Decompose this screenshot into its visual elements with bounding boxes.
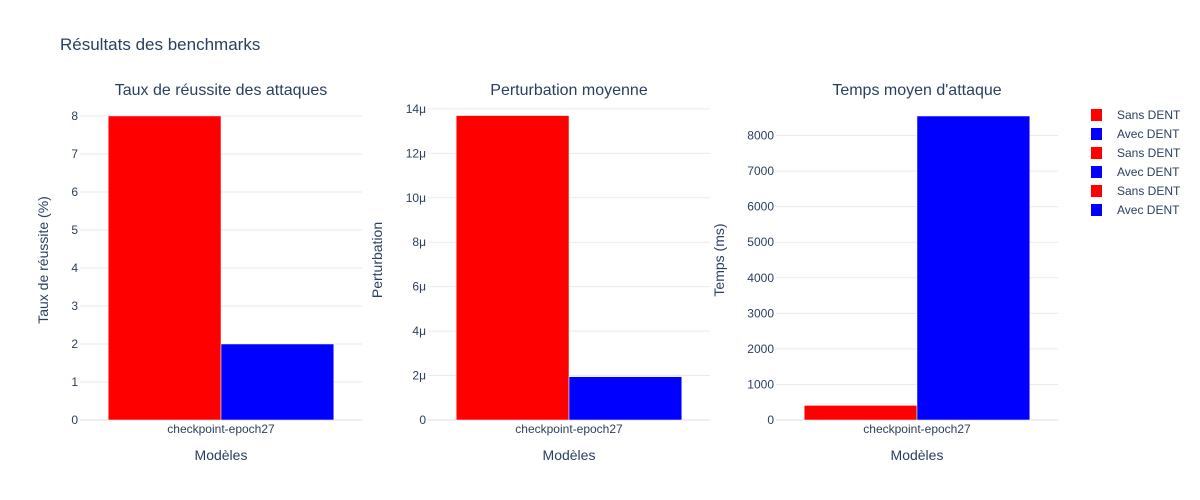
legend[interactable]: Sans DENT Avec DENT Sans DENT Avec DENT Sans… — [1091, 108, 1181, 217]
y-tick-label: 3000 — [747, 306, 774, 320]
y-tick-label: 7 — [71, 147, 78, 161]
y-axis-title: Temps (ms) — [711, 223, 727, 296]
y-tick-label: 12μ — [406, 146, 426, 160]
legend-label: Avec DENT — [1117, 127, 1180, 141]
y-tick-label: 1 — [71, 375, 78, 389]
y-axis-title: Perturbation — [369, 222, 385, 298]
x-tick-label: checkpoint-epoch27 — [515, 422, 623, 436]
figure-title: Résultats des benchmarks — [60, 35, 260, 54]
y-tick-label: 0 — [71, 413, 78, 427]
subplot-title: Taux de réussite des attaques — [115, 82, 328, 99]
y-tick-label: 14μ — [406, 102, 426, 116]
x-axis-title: Modèles — [543, 447, 596, 463]
legend-label: Avec DENT — [1117, 203, 1180, 217]
y-tick-label: 1000 — [747, 377, 774, 391]
y-tick-label: 4μ — [412, 324, 426, 338]
y-tick-label: 8μ — [412, 235, 426, 249]
y-axis-title: Taux de réussite (%) — [35, 196, 51, 324]
bar-avec-dent[interactable] — [220, 343, 335, 421]
chart-panel-2: Perturbation moyenne 0 2μ 4μ 6μ 8μ 10μ 12μ 14μ ch… — [369, 82, 710, 463]
y-tick-label: 0 — [419, 413, 426, 427]
bar-sans-dent[interactable] — [455, 115, 570, 421]
chart-panel-1: Taux de réussite des attaques 0 1 2 3 4 5 6 7 8 ch… — [35, 82, 362, 463]
legend-label: Sans DENT — [1117, 146, 1181, 160]
legend-item[interactable]: Sans DENT — [1091, 184, 1181, 198]
y-tick-label: 10μ — [406, 191, 426, 205]
y-tick-label: 6 — [71, 185, 78, 199]
x-tick-label: checkpoint-epoch27 — [167, 422, 275, 436]
chart-panel-3: Temps moyen d'attaque 0 1000 2000 3000 4000 50… — [711, 82, 1058, 463]
legend-label: Avec DENT — [1117, 165, 1180, 179]
x-axis-title: Modèles — [891, 447, 944, 463]
subplot-title: Temps moyen d'attaque — [832, 82, 1001, 99]
legend-item[interactable]: Sans DENT — [1091, 146, 1181, 160]
y-tick-label: 4 — [71, 261, 78, 275]
y-tick-label: 7000 — [747, 164, 774, 178]
subplot-title: Perturbation moyenne — [490, 82, 648, 99]
legend-item[interactable]: Avec DENT — [1091, 165, 1180, 179]
legend-item[interactable]: Sans DENT — [1091, 108, 1181, 122]
bar-sans-dent[interactable] — [803, 405, 918, 421]
legend-item[interactable]: Avec DENT — [1091, 203, 1180, 217]
y-tick-label: 2μ — [412, 369, 426, 383]
y-tick-label: 6μ — [412, 280, 426, 294]
legend-swatch — [1091, 147, 1102, 159]
legend-swatch — [1091, 109, 1102, 121]
legend-item[interactable]: Avec DENT — [1091, 127, 1180, 141]
x-tick-label: checkpoint-epoch27 — [863, 422, 971, 436]
legend-swatch — [1091, 166, 1102, 178]
legend-swatch — [1091, 128, 1102, 140]
legend-label: Sans DENT — [1117, 108, 1181, 122]
y-tick-label: 3 — [71, 299, 78, 313]
y-tick-label: 5000 — [747, 235, 774, 249]
y-tick-label: 8 — [71, 109, 78, 123]
bar-avec-dent[interactable] — [916, 115, 1031, 421]
y-tick-label: 8000 — [747, 129, 774, 143]
bar-avec-dent[interactable] — [568, 376, 683, 421]
y-tick-label: 4000 — [747, 271, 774, 285]
y-tick-label: 6000 — [747, 200, 774, 214]
legend-swatch — [1091, 185, 1102, 197]
y-tick-label: 2 — [71, 337, 78, 351]
y-tick-label: 0 — [767, 413, 774, 427]
legend-label: Sans DENT — [1117, 184, 1181, 198]
legend-swatch — [1091, 204, 1102, 216]
y-tick-label: 2000 — [747, 342, 774, 356]
y-tick-label: 5 — [71, 223, 78, 237]
x-axis-title: Modèles — [195, 447, 248, 463]
bar-sans-dent[interactable] — [107, 115, 222, 421]
